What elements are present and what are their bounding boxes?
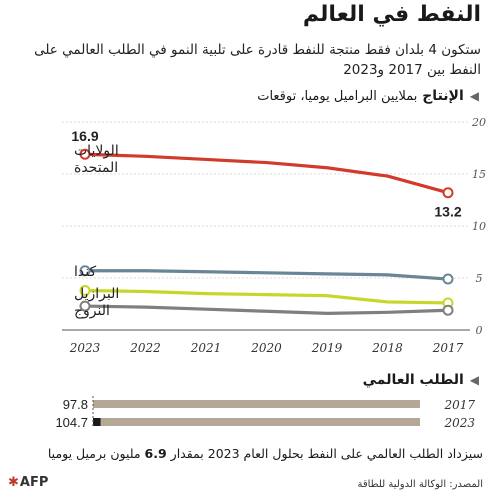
- demand-year: 2023: [443, 416, 475, 430]
- x-tick-labels: 2017 2018 2019 2020 2021 2022 2023: [69, 341, 464, 355]
- demand-heading: ◀ الطلب العالمي: [279, 372, 479, 388]
- x-tick-label: 2021: [190, 341, 222, 355]
- chart-title: النفط في العالم: [302, 2, 481, 27]
- series-line: [84, 304, 449, 315]
- afp-brand: AFP: [19, 475, 49, 490]
- series-point: [79, 300, 91, 312]
- production-title: الإنتاج: [422, 88, 464, 104]
- series-line: [84, 288, 449, 305]
- footnote-before: سيزداد الطلب العالمي على النفط بحلول الع…: [166, 446, 483, 461]
- series-line: [84, 152, 449, 195]
- grid-lines: [62, 121, 470, 331]
- demand-bars: 97.8 2017 104.7 2023: [55, 396, 475, 430]
- series-point: [79, 284, 91, 296]
- triangle-icon: ◀: [469, 89, 479, 103]
- x-tick-label: 2017: [432, 341, 464, 355]
- demand-year: 2017: [443, 398, 475, 412]
- y-tick-labels: 0 5 10 15 20: [471, 116, 486, 337]
- series-point: [79, 265, 91, 277]
- series-point: [442, 273, 454, 285]
- demand-value: 104.7: [55, 415, 88, 430]
- footnote: سيزداد الطلب العالمي على النفط بحلول الع…: [8, 446, 483, 461]
- series-line: [85, 269, 449, 281]
- demand-increase: [93, 418, 101, 426]
- demand-bar: [93, 418, 420, 426]
- x-tick-label: 2020: [250, 341, 282, 355]
- series-point: [442, 187, 454, 199]
- footnote-value: 6.9: [144, 446, 167, 461]
- data-label: 16.9: [71, 128, 98, 144]
- chart-subtitle: ستكون 4 بلدان فقط منتجة للنفط قادرة على …: [34, 42, 481, 78]
- series-name: البرازيل: [74, 286, 119, 302]
- afp-logo: ✱AFP: [8, 475, 48, 490]
- y-tick-label: 15: [472, 168, 486, 181]
- demand-value: 97.8: [63, 397, 88, 412]
- series-name: المتحدة: [74, 160, 118, 176]
- y-tick-label: 0: [476, 324, 483, 337]
- series-point: [442, 304, 454, 316]
- demand-bar: [93, 400, 420, 408]
- production-heading: ◀ الإنتاج بملايين البراميل يوميا، توقعات: [9, 88, 479, 104]
- y-tick-label: 10: [472, 220, 486, 233]
- x-tick-label: 2019: [311, 341, 343, 355]
- x-tick-label: 2023: [69, 341, 101, 355]
- series-name: كندا: [74, 264, 96, 280]
- series-point: [79, 148, 91, 160]
- series-name: النروج: [74, 303, 110, 319]
- x-tick-label: 2018: [371, 341, 403, 355]
- y-tick-label: 20: [471, 116, 486, 129]
- triangle-icon: ◀: [469, 373, 479, 387]
- x-tick-label: 2022: [129, 341, 161, 355]
- production-subtitle: بملايين البراميل يوميا، توقعات: [257, 89, 418, 104]
- footnote-after: مليون برميل يوميا: [47, 446, 145, 461]
- data-label: 13.2: [434, 204, 461, 220]
- series-lines: [84, 152, 449, 315]
- series-points: [79, 148, 454, 316]
- demand-title: الطلب العالمي: [362, 372, 464, 388]
- afp-logo-icon: ✱: [8, 475, 19, 490]
- y-tick-label: 5: [476, 272, 483, 285]
- source-text: المصدر: الوكالة الدولية للطاقة: [357, 479, 483, 490]
- series-name: الولايات: [74, 143, 119, 159]
